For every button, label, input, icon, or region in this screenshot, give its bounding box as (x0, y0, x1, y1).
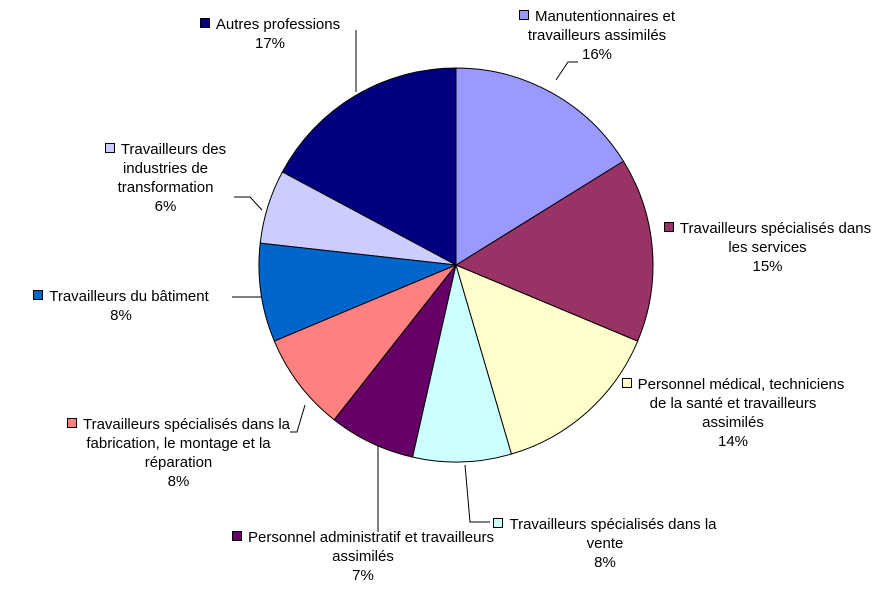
slice-label: Travailleurs du bâtiment 8% (6, 287, 236, 325)
category-label: Personnel médical, techniciens de la san… (637, 376, 845, 431)
leader-line (464, 464, 490, 523)
legend-marker (232, 531, 243, 541)
slice-label: Travailleurs spécialisés dans les servic… (660, 219, 875, 276)
slice-label: Autres professions 17% (175, 15, 365, 53)
value-label: 15% (752, 258, 783, 275)
value-label: 8% (594, 554, 616, 571)
pie-slice (258, 242, 458, 342)
pie-slice (273, 263, 458, 421)
legend-marker (199, 18, 210, 28)
value-label: 14% (717, 433, 749, 450)
slice-label: Travailleurs des industries de transform… (78, 140, 253, 216)
category-label: Travailleurs des industries de transform… (117, 141, 227, 196)
category-label: Travailleurs du bâtiment (49, 288, 209, 305)
category-label: Autres professions (215, 16, 341, 33)
leader-lines (232, 30, 578, 532)
pie-slice (455, 264, 639, 455)
leader-line (290, 404, 306, 433)
slice-label: Manutentionnaires et travailleurs assimi… (492, 7, 702, 64)
slice-label: Personnel administratif et travailleurs … (228, 528, 498, 585)
category-label: Personnel administratif et travailleurs … (248, 529, 494, 565)
legend-marker (33, 290, 44, 300)
value-label: 7% (352, 567, 374, 584)
pie-slice (454, 160, 654, 342)
pie-slice (455, 67, 625, 266)
legend-marker (493, 518, 504, 528)
slice-label: Travailleurs spécialisés dans la fabrica… (66, 415, 291, 491)
category-label: Travailleurs spécialisés dans la vente (509, 516, 717, 552)
legend-marker (104, 143, 115, 153)
pie-slice (281, 67, 457, 266)
value-label: 8% (110, 307, 132, 324)
value-label: 16% (581, 46, 613, 63)
legend-marker (518, 10, 529, 20)
value-label: 17% (254, 35, 286, 52)
slice-label: Travailleurs spécialisés dans la vente 8% (490, 515, 720, 572)
value-label: 6% (154, 198, 177, 215)
leader-line (234, 196, 263, 211)
legend-marker (663, 222, 674, 232)
legend-marker (66, 418, 77, 428)
category-label: Manutentionnaires et travailleurs assimi… (527, 8, 676, 44)
category-label: Travailleurs spécialisés dans les servic… (679, 220, 872, 256)
leader-line (555, 61, 578, 81)
legend-marker (621, 378, 632, 388)
value-label: 8% (167, 473, 190, 490)
slice-label: Personnel médical, techniciens de la san… (618, 375, 848, 451)
pie-slice (412, 263, 513, 463)
category-label: Travailleurs spécialisés dans la fabrica… (82, 416, 291, 471)
